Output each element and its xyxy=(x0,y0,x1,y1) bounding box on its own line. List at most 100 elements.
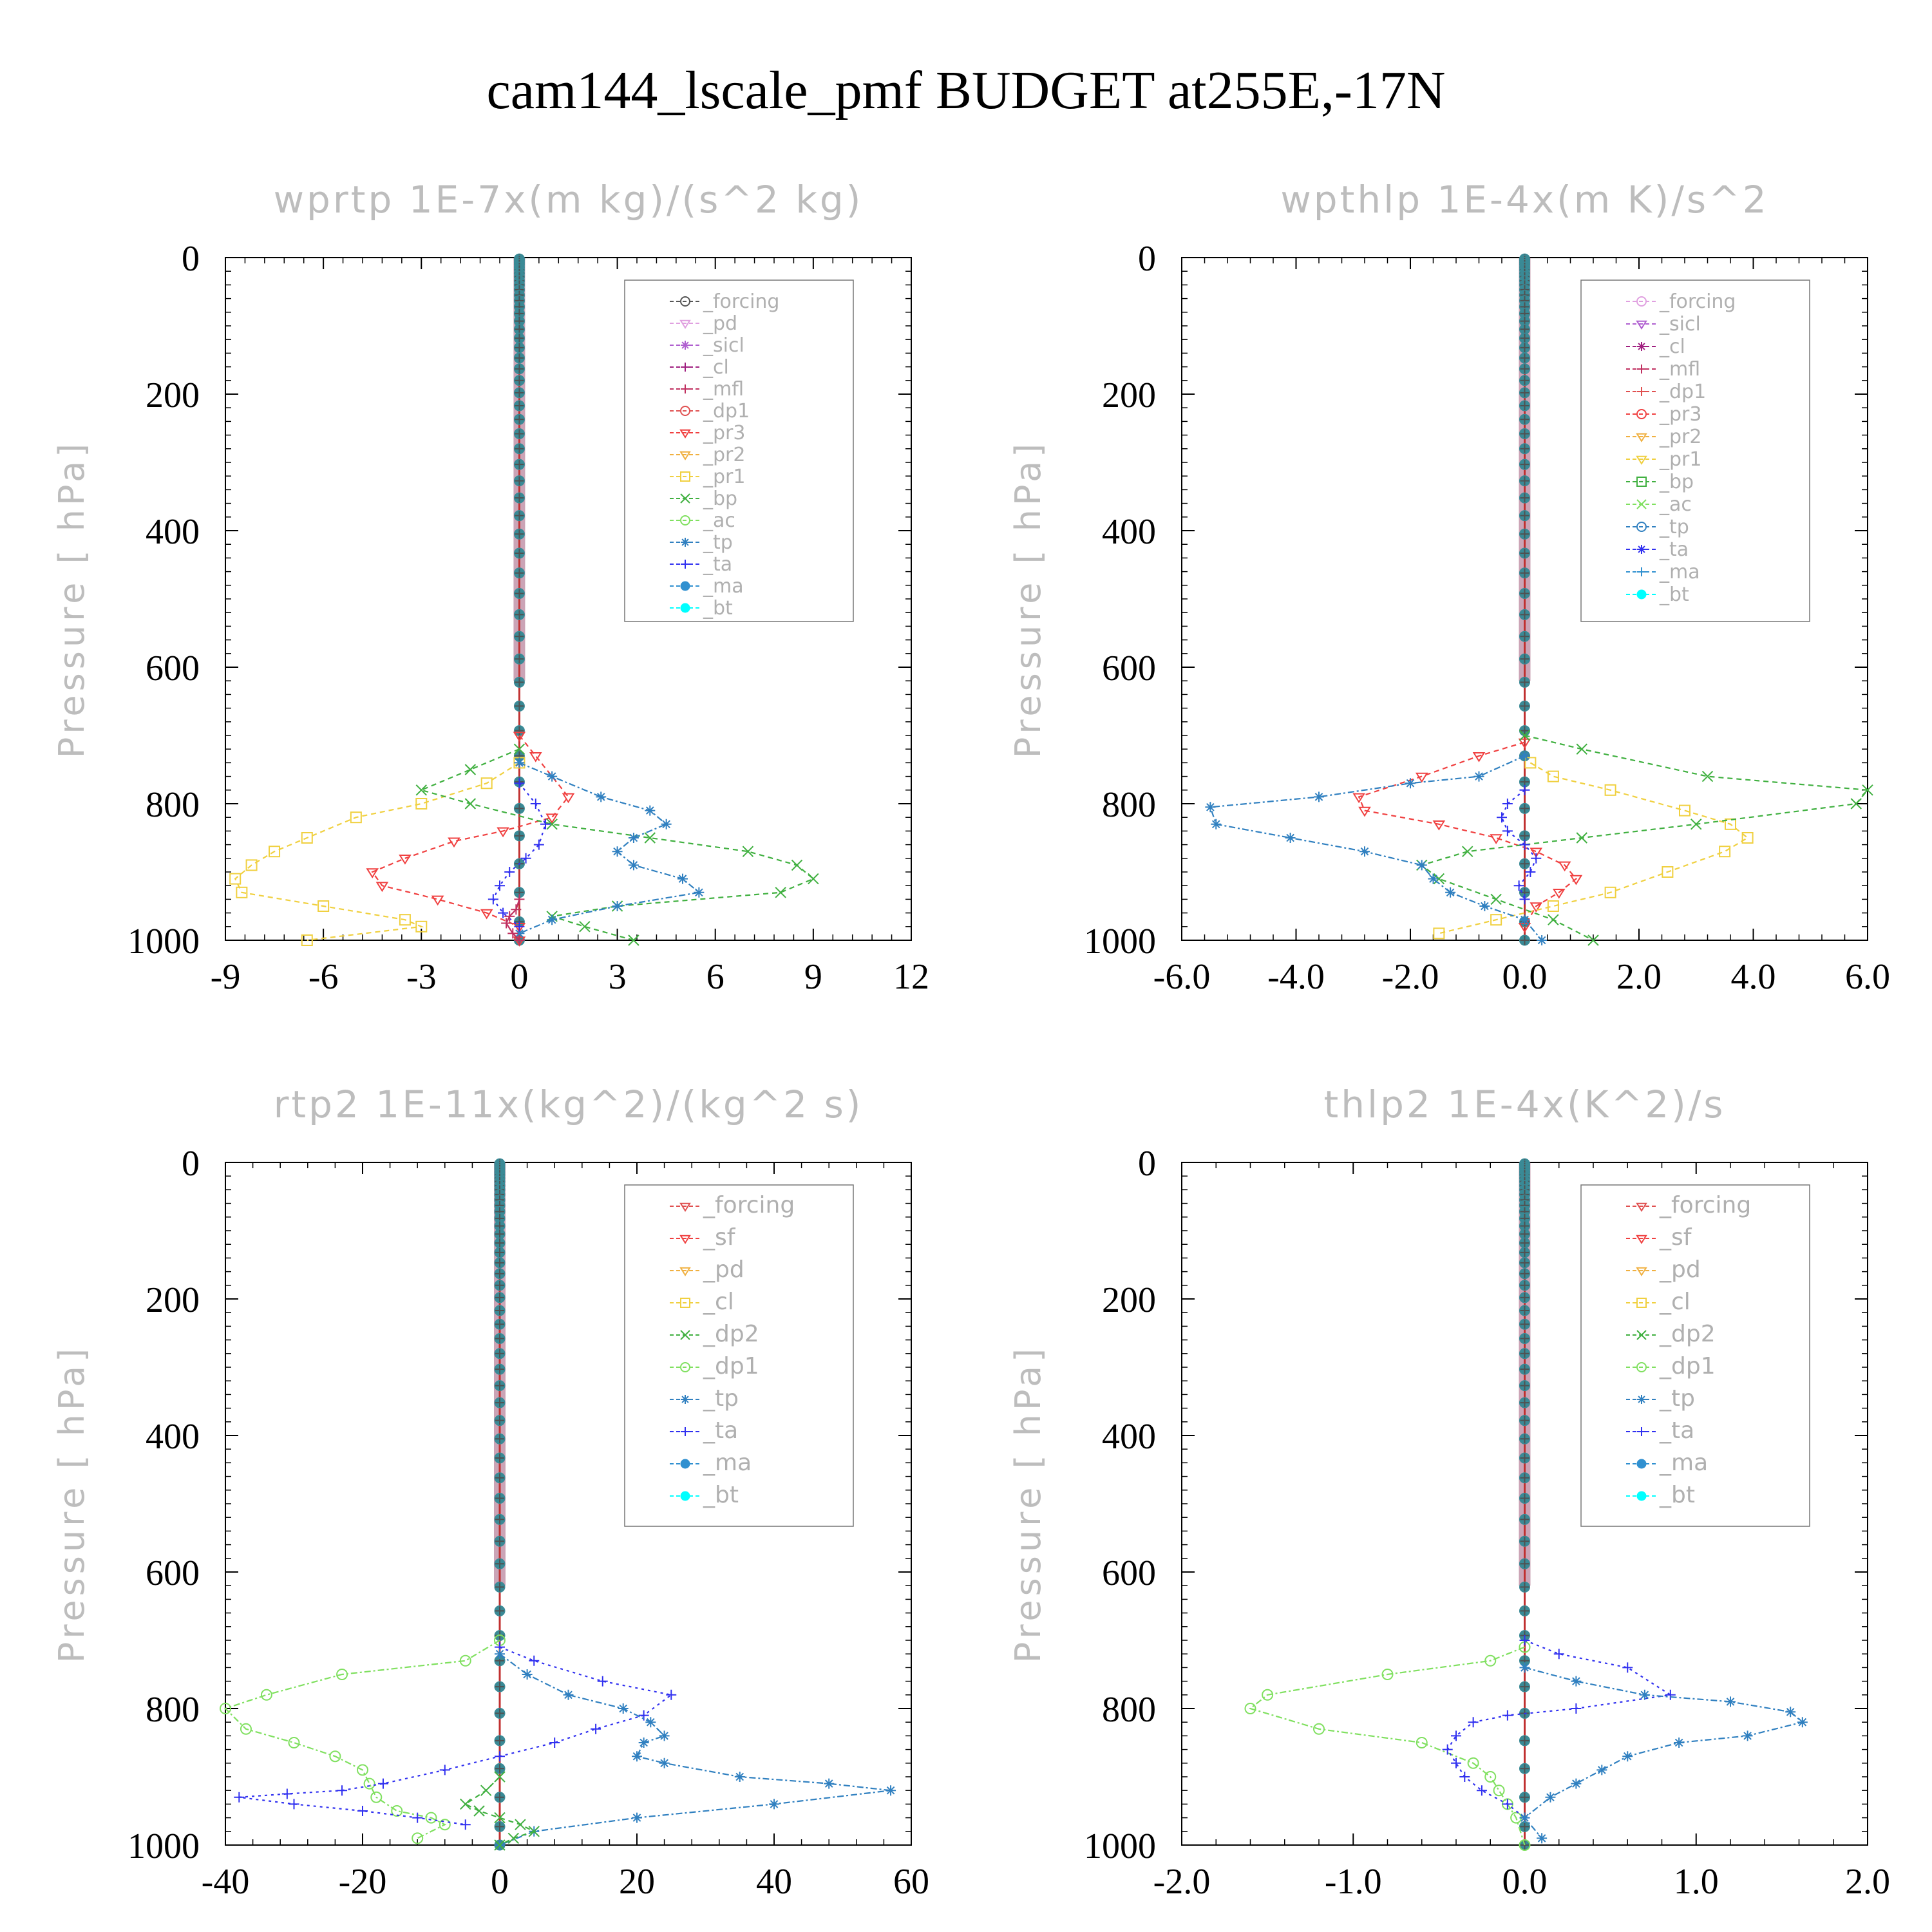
data-point xyxy=(515,677,524,687)
data-point xyxy=(220,1703,231,1714)
data-point xyxy=(681,363,690,372)
legend-entry: _ac xyxy=(670,509,735,532)
data-point xyxy=(513,743,526,755)
data-point xyxy=(1604,886,1616,898)
data-point xyxy=(1520,1334,1530,1343)
data-point xyxy=(628,934,639,946)
data-point xyxy=(1520,401,1530,411)
data-point xyxy=(281,1788,292,1799)
data-point xyxy=(399,914,411,926)
data-point xyxy=(1520,429,1530,439)
data-point xyxy=(515,654,524,664)
legend-label: _forcing xyxy=(1659,1192,1751,1218)
data-point xyxy=(1520,1822,1530,1832)
x-tick-label: 3 xyxy=(609,957,627,997)
data-point xyxy=(495,1709,504,1718)
panel-title: rtp2 1E-11x(kg^2)/(kg^2 s) xyxy=(274,1083,864,1126)
x-tick-label: -3 xyxy=(406,957,437,997)
data-point xyxy=(1358,806,1371,817)
data-point xyxy=(679,319,691,329)
series-line xyxy=(1249,1646,1526,1846)
legend-entry: _ta xyxy=(670,1417,738,1444)
data-point xyxy=(1520,1293,1530,1302)
data-point xyxy=(495,1280,504,1290)
y-axis-label: Pressure [ hPa] xyxy=(52,440,92,759)
series-line xyxy=(518,762,701,934)
data-point xyxy=(1468,1717,1479,1728)
data-point xyxy=(1497,812,1507,823)
data-point xyxy=(1473,771,1484,782)
data-point xyxy=(681,560,690,569)
data-point xyxy=(514,935,525,945)
y-tick-label: 800 xyxy=(146,785,200,825)
legend-label: _pr2 xyxy=(1659,426,1701,448)
data-point xyxy=(480,777,493,790)
data-point xyxy=(1484,1771,1497,1783)
legend-label: _dp1 xyxy=(703,400,750,422)
data-point xyxy=(1520,1792,1530,1802)
data-point xyxy=(1520,1606,1530,1616)
legend-label: _cl xyxy=(703,356,729,379)
data-point xyxy=(1520,1280,1530,1290)
data-point xyxy=(507,1832,520,1844)
data-point xyxy=(545,813,558,824)
data-point xyxy=(1725,1696,1736,1707)
data-point xyxy=(1520,1398,1530,1408)
data-point xyxy=(480,1785,492,1796)
data-point xyxy=(1428,873,1439,884)
series-line xyxy=(1420,734,1870,941)
legend-entry: _forcing xyxy=(670,1192,795,1218)
data-point xyxy=(498,907,509,918)
x-tick-label: 60 xyxy=(893,1862,929,1902)
data-point xyxy=(1520,1537,1530,1546)
legend-entry: _dp2 xyxy=(670,1321,759,1347)
data-point xyxy=(680,1298,690,1308)
legend-entry: _bt xyxy=(1626,1482,1695,1508)
data-point xyxy=(1520,1559,1530,1569)
data-point xyxy=(495,1493,504,1503)
series-mfl xyxy=(501,894,525,945)
legend-entry: _bt xyxy=(670,1482,739,1508)
data-point xyxy=(1637,342,1646,351)
data-point xyxy=(464,798,477,810)
data-point xyxy=(808,873,819,885)
data-point xyxy=(1520,632,1530,641)
data-point xyxy=(1862,784,1873,796)
legend-label: _bt xyxy=(703,1482,739,1508)
legend-label: _bp xyxy=(1659,471,1694,493)
data-point xyxy=(562,793,575,804)
legend: _forcing _sf _pd _cl _dp2 _dp1 _tp _ta _ma _bt xyxy=(1580,1184,1810,1527)
x-tick-label: 0 xyxy=(510,957,528,997)
y-axis-label: Pressure [ hPa] xyxy=(1008,1345,1048,1663)
data-point xyxy=(679,1235,691,1244)
data-point xyxy=(1636,1202,1647,1212)
data-point xyxy=(495,1682,504,1692)
data-point xyxy=(1520,589,1530,598)
data-point xyxy=(1519,839,1530,850)
series-line xyxy=(1439,762,1749,934)
legend-label: _cl xyxy=(1659,336,1685,358)
data-point xyxy=(1520,1306,1530,1316)
data-point xyxy=(515,1819,526,1830)
data-point xyxy=(679,1267,691,1276)
data-point xyxy=(1513,880,1524,891)
data-point xyxy=(1637,1427,1646,1436)
data-point xyxy=(350,811,362,824)
legend-entry: _sicl xyxy=(1626,313,1701,336)
legend-entry: _pr3 xyxy=(1626,403,1701,426)
data-point xyxy=(1520,610,1530,620)
series-bp xyxy=(415,743,819,946)
data-point xyxy=(501,918,512,929)
x-tick-label: -9 xyxy=(211,957,241,997)
data-point xyxy=(644,832,656,844)
data-point xyxy=(1520,1453,1530,1463)
y-tick-label: 400 xyxy=(146,512,200,552)
data-point xyxy=(529,752,542,762)
data-point xyxy=(618,1703,629,1714)
data-point xyxy=(1558,861,1571,872)
data-point xyxy=(337,1785,348,1796)
series-pr1 xyxy=(1433,757,1754,940)
legend-entry: _cl xyxy=(1626,1289,1690,1315)
legend-label: _ta xyxy=(1659,538,1689,561)
legend-entry: _ma xyxy=(670,1450,752,1476)
